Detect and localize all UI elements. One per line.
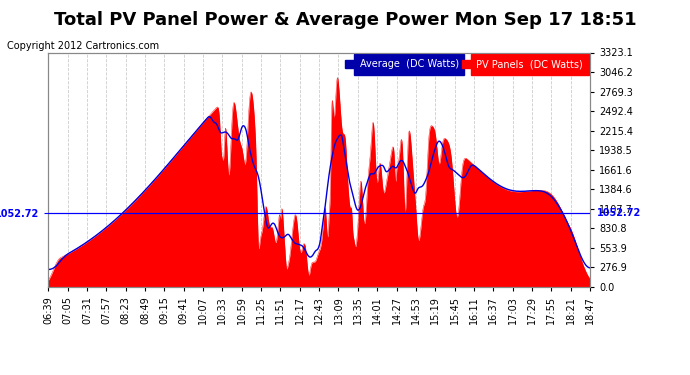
Text: Total PV Panel Power & Average Power Mon Sep 17 18:51: Total PV Panel Power & Average Power Mon… [54, 11, 636, 29]
Text: 1052.72: 1052.72 [597, 208, 641, 218]
Text: Copyright 2012 Cartronics.com: Copyright 2012 Cartronics.com [7, 41, 159, 51]
Legend: Average  (DC Watts), PV Panels  (DC Watts): Average (DC Watts), PV Panels (DC Watts) [343, 57, 585, 71]
